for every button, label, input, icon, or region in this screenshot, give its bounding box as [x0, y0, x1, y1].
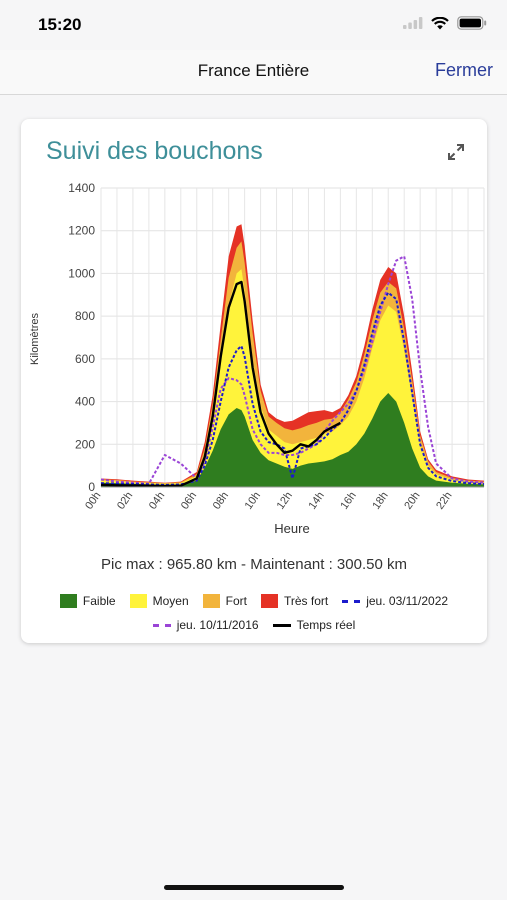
- chart-lines: [100, 255, 485, 488]
- legend-marker: [152, 623, 171, 627]
- legend-label: jeu. 10/11/2016: [176, 618, 259, 632]
- traffic-card: Suivi des bouchons 0 200 400 600 800 1000 1200…: [21, 119, 487, 643]
- x-tick-label: 20h: [402, 490, 422, 512]
- legend-item-fort[interactable]: Fort: [202, 594, 247, 608]
- y-tick-label: 1400: [68, 181, 95, 195]
- x-tick-label: 08h: [211, 490, 231, 512]
- wifi-icon: [431, 16, 449, 29]
- status-icons: [403, 16, 487, 30]
- expand-icon[interactable]: [447, 143, 465, 161]
- legend-marker: [59, 594, 77, 608]
- close-button[interactable]: Fermer: [435, 60, 493, 80]
- home-indicator: [164, 885, 344, 890]
- x-tick-label: 00h: [83, 490, 103, 512]
- y-tick-label: 400: [75, 395, 95, 409]
- legend-marker: [202, 594, 220, 608]
- legend-label: Très fort: [283, 594, 329, 608]
- y-tick-label: 200: [75, 437, 95, 451]
- x-tick-label: 16h: [338, 490, 358, 512]
- chart-grid: [100, 187, 485, 488]
- x-tick-label: 04h: [147, 490, 167, 512]
- y-tick-label: 0: [88, 480, 95, 494]
- cellular-signal-icon: [403, 17, 423, 29]
- line-jeu-2022: [100, 291, 485, 486]
- x-tick-label: 02h: [115, 490, 135, 512]
- legend-item-tres-fort[interactable]: Très fort: [260, 594, 329, 608]
- x-tick-label: 18h: [370, 490, 390, 512]
- legend-marker: [272, 623, 291, 627]
- y-tick-label: 1000: [68, 266, 95, 280]
- legend-label: Fort: [225, 594, 247, 608]
- x-tick-label: 10h: [243, 490, 263, 512]
- legend-item-jeu-2022[interactable]: jeu. 03/11/2022: [342, 594, 448, 608]
- x-tick-label: 06h: [179, 490, 199, 512]
- legend-item-jeu-2016[interactable]: jeu. 10/11/2016: [152, 618, 259, 632]
- traffic-chart: 0 200 400 600 800 1000 1200 1400 00h 02h 04h 06h 08h…: [29, 181, 485, 536]
- x-tick-label: 12h: [275, 490, 295, 512]
- y-tick-label: 1200: [68, 224, 95, 238]
- y-tick-label: 600: [75, 352, 95, 366]
- page-title: France Entière: [197, 61, 310, 80]
- x-tick-label: 14h: [307, 490, 327, 512]
- x-tick-label: 22h: [434, 490, 454, 512]
- legend-label: Faible: [82, 594, 116, 608]
- status-bar: 15:20: [0, 0, 507, 50]
- chart-legend: Faible Moyen Fort Très fort jeu. 03/11/2022 j…: [27, 594, 481, 632]
- navigation-bar: France Entière Fermer: [0, 50, 507, 95]
- legend-item-temps-reel[interactable]: Temps réel: [272, 618, 356, 632]
- peak-summary: Pic max : 965.80 km - Maintenant : 300.5…: [101, 556, 407, 573]
- legend-item-faible[interactable]: Faible: [59, 594, 116, 608]
- y-tick-label: 800: [75, 309, 95, 323]
- legend-item-moyen[interactable]: Moyen: [129, 594, 189, 608]
- legend-marker: [129, 594, 147, 608]
- area-faible: [101, 393, 484, 487]
- line-temps-reel: [100, 280, 341, 488]
- legend-marker: [260, 594, 278, 608]
- legend-label: jeu. 03/11/2022: [366, 594, 449, 608]
- chart-areas: [101, 224, 484, 488]
- legend-marker: [342, 599, 361, 603]
- legend-label: Moyen: [152, 594, 189, 608]
- legend-label: Temps réel: [296, 618, 356, 632]
- x-axis-label: Heure: [274, 521, 309, 536]
- battery-icon: [457, 16, 487, 30]
- y-axis-label: Kilomètres: [29, 313, 41, 365]
- card-title: Suivi des bouchons: [46, 137, 263, 165]
- status-time: 15:20: [38, 15, 82, 34]
